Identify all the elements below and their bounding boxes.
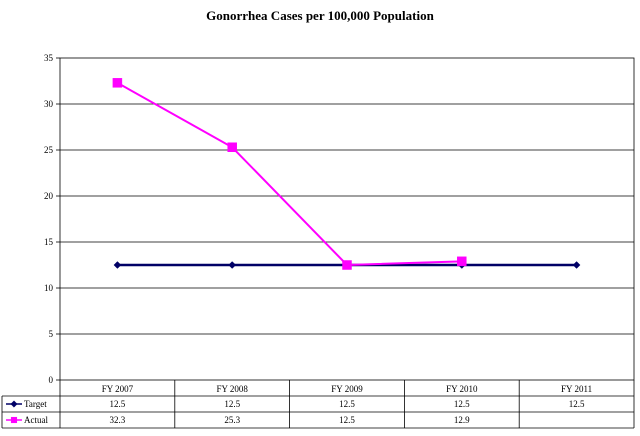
chart-title: Gonorrhea Cases per 100,000 Population (206, 8, 434, 23)
gridlines (59, 57, 635, 381)
data-point (112, 78, 123, 88)
data-point (342, 260, 352, 270)
plot-frame (59, 57, 635, 381)
y-tick-label: 35 (44, 53, 54, 63)
table-value: 12.5 (454, 399, 470, 409)
data-point (113, 261, 122, 269)
legend-label: Target (24, 399, 47, 409)
data-point (227, 142, 237, 152)
table-value: 12.9 (454, 415, 470, 425)
x-category-label: FY 2008 (216, 384, 248, 394)
y-tick-label: 25 (44, 145, 54, 155)
y-tick-label: 15 (44, 237, 54, 247)
x-category-label: FY 2007 (102, 384, 134, 394)
table-value: 12.5 (569, 399, 585, 409)
y-tick-label: 30 (44, 99, 54, 109)
y-tick-label: 20 (44, 191, 54, 201)
table-value: 12.5 (224, 399, 240, 409)
legend-key-marker (10, 416, 18, 424)
legend-key-marker (10, 400, 18, 408)
data-point (572, 261, 581, 269)
table-value: 12.5 (339, 415, 355, 425)
y-tick-label: 5 (49, 329, 54, 339)
y-axis: 0 5 10 15 20 25 30 35 (44, 53, 60, 385)
y-tick-label: 10 (44, 283, 54, 293)
series-line (116, 81, 462, 267)
series-layer (112, 78, 581, 270)
table-value: 25.3 (224, 415, 240, 425)
y-tick-label: 0 (49, 375, 54, 385)
table-value: 12.5 (110, 399, 126, 409)
x-category-label: FY 2011 (561, 384, 592, 394)
data-table: FY 2007 FY 2008 FY 2009 FY 2010 FY 2011 Targe… (1, 380, 635, 429)
data-point (457, 256, 467, 267)
x-category-label: FY 2010 (446, 384, 478, 394)
table-value: 32.3 (110, 415, 126, 425)
x-category-label: FY 2009 (331, 384, 363, 394)
data-point (228, 261, 237, 269)
legend-label: Actual (24, 415, 48, 425)
table-value: 12.5 (339, 399, 355, 409)
